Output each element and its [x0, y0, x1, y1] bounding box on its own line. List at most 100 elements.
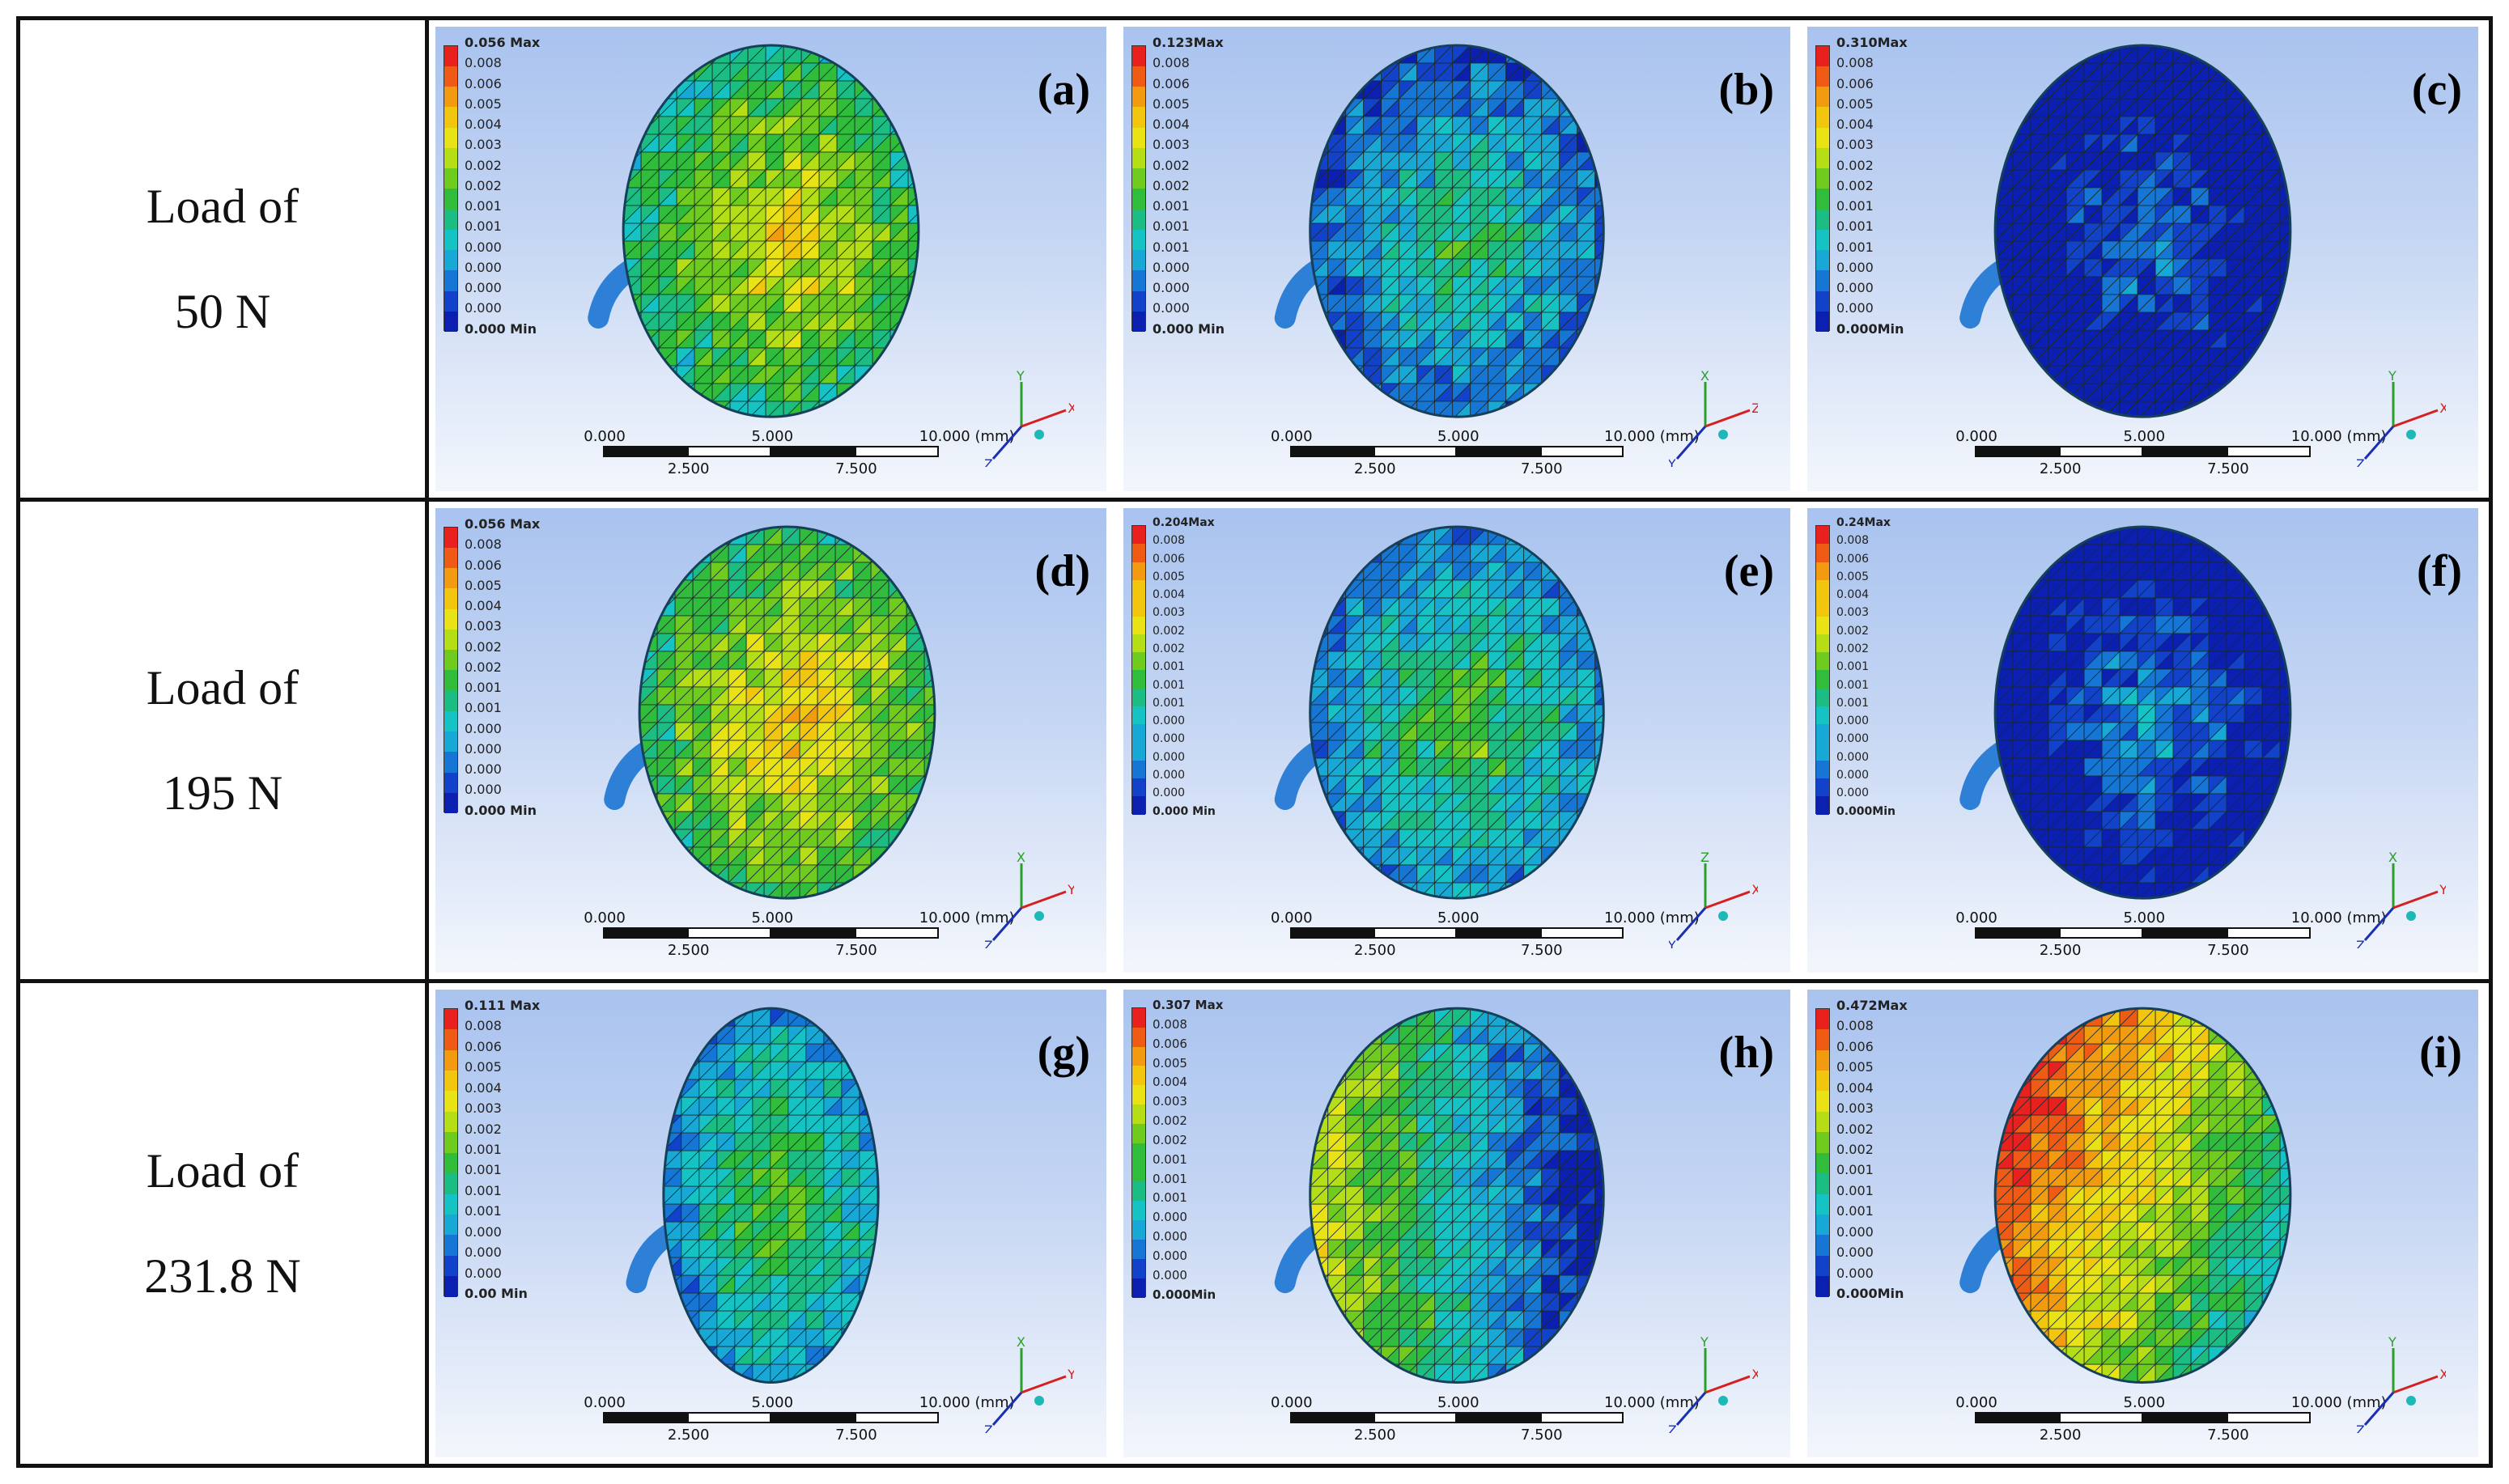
mesh-element [1594, 615, 1604, 634]
mesh-element [1310, 811, 1329, 830]
row-label-line2: 195 N [162, 766, 283, 820]
mesh-element [2279, 151, 2290, 171]
row-label: Load of 231.8 N [20, 983, 425, 1464]
mesh-element [1362, 45, 1382, 64]
mesh-element [1310, 596, 1329, 617]
legend-tick-label: 0.000 [465, 740, 502, 757]
mesh-element [680, 1363, 700, 1383]
mesh-element [872, 400, 891, 418]
legend-swatch [444, 629, 457, 651]
mesh-element [1576, 579, 1596, 599]
mesh-element [1345, 383, 1365, 402]
legend-tick-label: 0.001 [1153, 218, 1190, 235]
legend-swatch [444, 229, 457, 251]
legend-tick-label: 0.005 [1153, 1055, 1187, 1071]
mesh-element [1577, 365, 1596, 384]
mesh-element [840, 1025, 860, 1045]
mesh-element [872, 61, 891, 82]
mesh-element [640, 62, 660, 82]
mesh-element [656, 846, 677, 866]
scale-bar: 0.000 5.000 10.000 (mm) 2.500 7.500 [584, 1394, 1036, 1451]
mesh-element [1558, 382, 1578, 402]
legend-swatch [1132, 1143, 1145, 1163]
mesh-element [2048, 45, 2068, 64]
mesh-element [1594, 811, 1604, 830]
legend-tick-label: 0.001 [465, 198, 502, 214]
mesh-element [1594, 1363, 1604, 1383]
mesh-element [870, 863, 889, 884]
legend-min-label: 0.000Min [1153, 1287, 1216, 1302]
mesh-element [1522, 400, 1543, 418]
row-label: Load of 50 N [20, 20, 425, 498]
mesh-element [877, 1025, 879, 1045]
mesh-element [1310, 1025, 1329, 1045]
scale-label-top: 5.000 [751, 1394, 794, 1411]
mesh-element [858, 1346, 878, 1365]
mesh-element [1310, 1008, 1329, 1028]
mesh-element [1310, 365, 1329, 384]
mesh-element [876, 1061, 879, 1080]
mesh-element [876, 1096, 879, 1116]
mesh-element [1577, 1363, 1596, 1383]
mesh-element [889, 61, 909, 82]
mesh-element [1576, 543, 1596, 563]
mesh-element [1522, 526, 1543, 545]
mesh-element [906, 863, 925, 884]
legend-swatch [444, 1132, 457, 1153]
coordinate-triad: YXZ [985, 370, 1074, 467]
legend-swatch [444, 45, 457, 66]
mesh-element [1995, 80, 2014, 100]
mesh-element [1363, 1008, 1382, 1028]
mesh-element [1576, 1328, 1596, 1347]
legend-swatch [1132, 127, 1145, 148]
mesh-element [823, 1008, 843, 1028]
mesh-element [1594, 597, 1604, 617]
coordinate-triad: ZXY [1669, 851, 1758, 948]
mesh-element [907, 98, 919, 117]
fruit-mesh-model [1274, 525, 1605, 900]
mesh-element [1594, 829, 1604, 848]
mesh-element [1310, 1328, 1329, 1347]
coordinate-triad: XZY [1669, 370, 1758, 467]
mesh-element [923, 543, 935, 563]
mesh-element [876, 1310, 879, 1329]
mesh-element [1541, 1346, 1560, 1366]
mesh-element [1577, 544, 1596, 563]
mesh-element [1327, 526, 1347, 545]
legend-tick-label: 0.006 [1836, 75, 1874, 91]
mesh-element [2012, 62, 2032, 82]
mesh-element [877, 1185, 879, 1206]
scale-label-bottom: 2.500 [667, 942, 710, 959]
mesh-element [923, 864, 935, 884]
scale-bar: 0.000 5.000 10.000 (mm) 2.500 7.500 [1271, 428, 1721, 485]
mesh-cells [1310, 45, 1604, 418]
mesh-element [1559, 526, 1578, 545]
mesh-element [640, 346, 660, 367]
mesh-element [1594, 1114, 1604, 1134]
mesh-element [1594, 881, 1604, 899]
row-divider [20, 498, 2489, 502]
mesh-element [1363, 45, 1382, 64]
legend-swatch [1132, 107, 1145, 128]
mesh-element [676, 45, 695, 64]
mesh-element [674, 863, 694, 884]
mesh-element [1327, 561, 1347, 581]
mesh-element [1576, 561, 1596, 581]
mesh-element [663, 1061, 682, 1080]
legend-tick-label: 0.002 [1153, 1132, 1187, 1147]
mesh-element [2244, 80, 2264, 100]
scale-label-top: 10.000 (mm) [1604, 428, 1700, 445]
legend-tick-label: 0.006 [465, 1038, 502, 1054]
legend-tick-label: 0.000 [1836, 280, 1874, 296]
mesh-element [907, 97, 919, 117]
mesh-element [2244, 61, 2263, 82]
mesh-element [1362, 881, 1382, 899]
mesh-element [1559, 365, 1578, 384]
mesh-element [1558, 1025, 1578, 1045]
legend-swatch [444, 168, 457, 189]
scale-label-top: 5.000 [1437, 909, 1480, 926]
mesh-element [907, 115, 919, 135]
mesh-element [1576, 863, 1596, 884]
scale-label-top: 0.000 [1271, 428, 1313, 445]
mesh-element [1577, 1310, 1596, 1330]
